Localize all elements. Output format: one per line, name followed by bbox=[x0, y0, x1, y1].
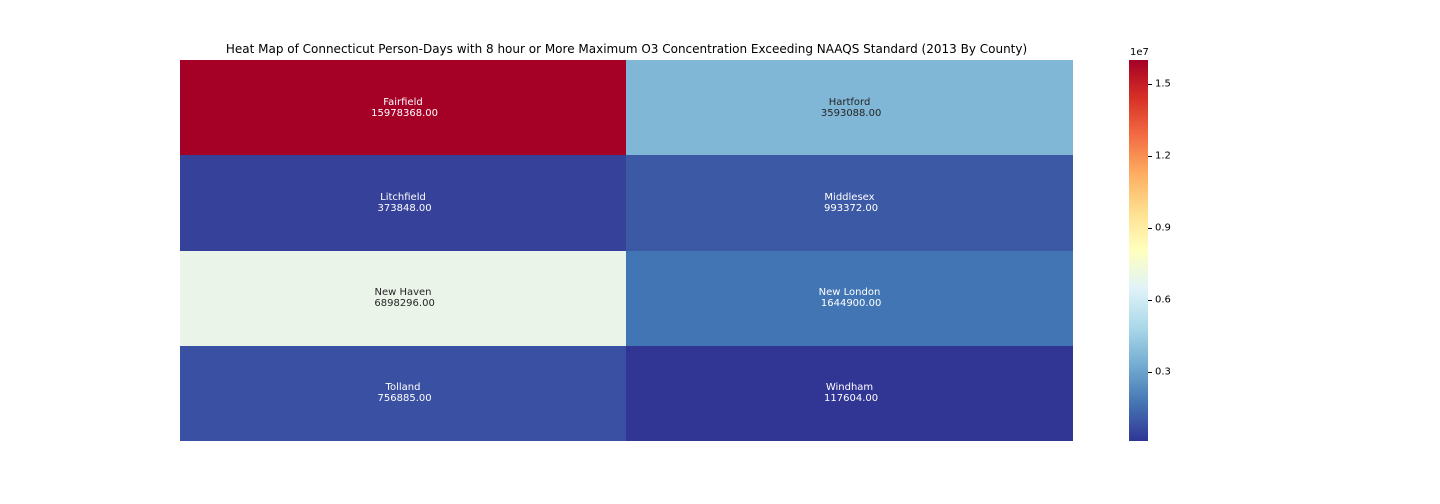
chart-title: Heat Map of Connecticut Person-Days with… bbox=[225, 42, 1028, 56]
heatmap-cell-label: Tolland 756885.00 bbox=[374, 382, 432, 405]
county-name: Tolland bbox=[385, 382, 421, 394]
heatmap-cell-label: Hartford 3593088.00 bbox=[817, 96, 882, 119]
heatmap-cell: Tolland 756885.00 bbox=[180, 345, 626, 441]
heatmap-cell: New London 1644900.00 bbox=[626, 250, 1073, 346]
colorbar-tick-label: 1.2 bbox=[1155, 150, 1171, 162]
colorbar bbox=[1129, 60, 1148, 441]
heatmap-cell: Windham 117604.00 bbox=[626, 345, 1073, 441]
heatmap-cell: Litchfield 373848.00 bbox=[180, 155, 626, 251]
colorbar-tick bbox=[1148, 155, 1152, 157]
heatmap-cell-label: New London 1644900.00 bbox=[818, 287, 882, 309]
colorbar-tick bbox=[1148, 371, 1152, 373]
heatmap-cell: Middlesex 993372.00 bbox=[626, 155, 1073, 251]
heatmap-grid: Fairfield 15978368.00 Hartford 3593088.00… bbox=[180, 60, 1073, 441]
colorbar-tick bbox=[1148, 299, 1152, 301]
county-name: Hartford bbox=[828, 96, 871, 108]
colorbar-tick-label: 1.5 bbox=[1155, 78, 1171, 89]
heatmap-cell: Fairfield 15978368.00 bbox=[180, 60, 626, 156]
heatmap-cell: New Haven 6898296.00 bbox=[180, 250, 626, 346]
county-name: Middlesex bbox=[824, 191, 875, 203]
colorbar-tick-label: 0.9 bbox=[1155, 222, 1171, 234]
heatmap-cell-label: Windham 117604.00 bbox=[821, 382, 878, 404]
county-name: Fairfield bbox=[383, 96, 423, 108]
colorbar-tick bbox=[1148, 227, 1152, 229]
heatmap-cell: Hartford 3593088.00 bbox=[626, 60, 1073, 156]
county-value: 6898296.00 bbox=[371, 298, 435, 310]
county-value: 373848.00 bbox=[374, 202, 432, 214]
county-value: 15978368.00 bbox=[368, 107, 438, 119]
colorbar-exponent-label: 1e7 bbox=[1130, 47, 1149, 58]
county-value: 1644900.00 bbox=[817, 298, 882, 310]
colorbar-tick-label: 0.6 bbox=[1155, 294, 1171, 306]
heatmap-cell-label: Litchfield 373848.00 bbox=[374, 191, 432, 214]
county-name: Litchfield bbox=[380, 191, 426, 203]
county-value: 756885.00 bbox=[374, 393, 432, 405]
county-name: New London bbox=[818, 287, 881, 299]
heatmap-cell-label: New Haven 6898296.00 bbox=[371, 287, 435, 310]
county-name: Windham bbox=[825, 382, 874, 394]
colorbar-tick bbox=[1148, 83, 1152, 85]
county-name: New Haven bbox=[374, 287, 432, 299]
heatmap-cell-label: Fairfield 15978368.00 bbox=[368, 97, 438, 119]
county-value: 117604.00 bbox=[820, 393, 879, 405]
county-value: 993372.00 bbox=[820, 202, 879, 214]
heatmap-cell-label: Middlesex 993372.00 bbox=[821, 192, 878, 214]
colorbar-tick-label: 0.3 bbox=[1155, 366, 1171, 378]
county-value: 3593088.00 bbox=[817, 107, 882, 119]
